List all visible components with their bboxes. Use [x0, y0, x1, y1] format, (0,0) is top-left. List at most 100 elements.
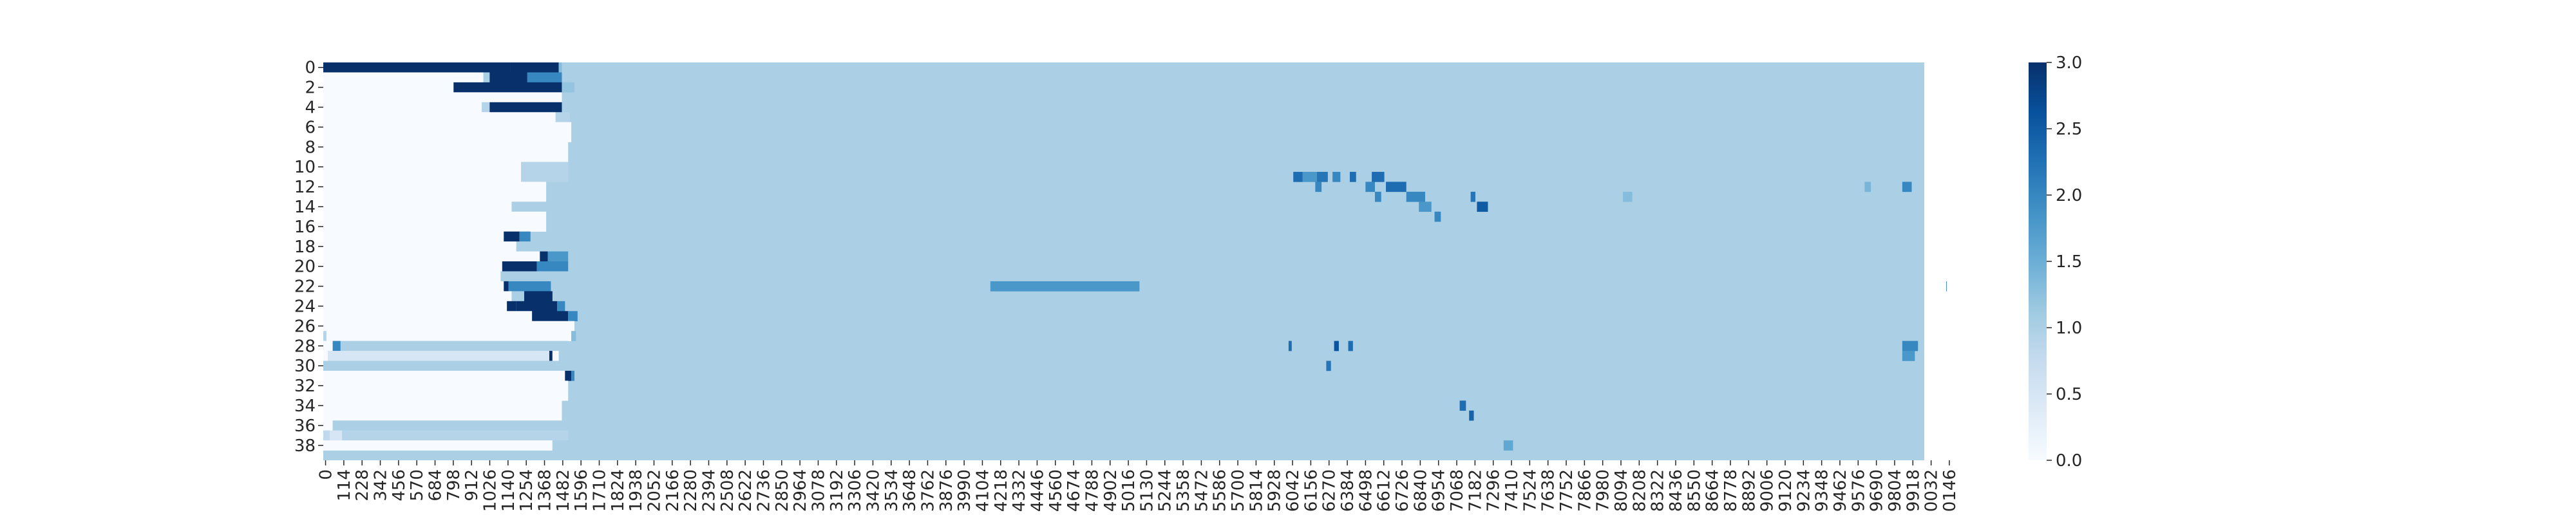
heatmap-cell [323, 241, 516, 252]
x-tick-label: 8094 [1612, 469, 1631, 512]
heatmap-cell [323, 311, 533, 321]
heatmap-cell [504, 281, 509, 292]
x-tick-label: 912 [462, 469, 482, 501]
x-tick-label: 2850 [773, 469, 792, 512]
heatmap-cell [323, 112, 556, 122]
x-tick-label: 8778 [1721, 469, 1741, 512]
heatmap-cell [1434, 211, 1441, 222]
x-tick-label: 1596 [572, 469, 591, 512]
heatmap-cell [1623, 191, 1633, 202]
heatmap-cell [1946, 281, 1947, 292]
x-tick-label: 228 [353, 469, 372, 501]
x-tick-label: 1482 [554, 469, 573, 512]
x-tick-label: 3534 [882, 469, 902, 512]
y-tick-label: 0 [305, 59, 316, 78]
heatmap-cell [1288, 341, 1292, 351]
y-tick-label: 8 [305, 138, 316, 157]
x-tick-label: 3306 [846, 469, 865, 512]
heatmap-cell [562, 82, 574, 93]
x-tick-label: 4674 [1065, 469, 1084, 512]
x-tick-label: 8664 [1703, 469, 1723, 512]
heatmap-cell [323, 201, 512, 212]
heatmap-cell [1419, 201, 1432, 212]
heatmap-cell [323, 191, 547, 202]
heatmap-cell [1503, 440, 1513, 451]
x-tick-label: 570 [408, 469, 427, 501]
x-tick-label: 5814 [1247, 469, 1266, 512]
x-tick-label: 0 [317, 469, 336, 480]
heatmap-cell [571, 370, 574, 381]
x-tick-label: 9234 [1794, 469, 1814, 512]
x-tick-label: 9804 [1886, 469, 1905, 512]
heatmap-cell [1864, 182, 1871, 192]
heatmap-cell [323, 271, 501, 282]
heatmap-cell [483, 72, 490, 83]
heatmap-cell [453, 82, 562, 93]
x-tick-label: 6156 [1302, 469, 1321, 512]
y-tick-label: 6 [305, 118, 316, 137]
heatmap-cell [524, 291, 553, 302]
heatmap-cell [507, 301, 516, 312]
heatmap-cell [532, 311, 569, 321]
y-tick-label: 2 [305, 79, 316, 98]
x-tick-label: 6840 [1411, 469, 1430, 512]
x-tick-label: 5130 [1137, 469, 1157, 512]
x-tick-label: 9690 [1868, 469, 1887, 512]
y-tick-label: 10 [294, 158, 316, 177]
heatmap-cell [990, 281, 1140, 292]
x-tick-label: 2964 [791, 469, 810, 512]
heatmap-cell [516, 301, 558, 312]
heatmap-cell [1326, 360, 1331, 371]
heatmap-cell [1469, 410, 1474, 421]
heatmap-cell [342, 430, 569, 441]
heatmap-cell [502, 261, 537, 272]
colorbar: 0.0 0.5 1.0 1.5 2.0 2.5 3.0 [2029, 53, 2082, 471]
heatmap-cell [500, 271, 569, 282]
x-tick-label: 8550 [1685, 469, 1704, 512]
x-tick-label: 6384 [1338, 469, 1358, 512]
heatmap-cell [1902, 182, 1912, 192]
heatmap-cell [323, 251, 540, 262]
x-tick-label: 2052 [645, 469, 664, 512]
heatmap-cell [519, 231, 531, 242]
x-tick-label: 4788 [1083, 469, 1102, 512]
x-tick-label: 684 [426, 469, 446, 501]
y-tick-label: 16 [294, 218, 316, 237]
x-tick-label: 3990 [955, 469, 974, 512]
heatmap-cell [323, 231, 504, 242]
heatmap-cell [326, 331, 572, 341]
colorbar-tick-label: 2.5 [2056, 120, 2082, 139]
y-tick-label: 14 [294, 198, 316, 217]
x-tick-label: 4446 [1028, 469, 1047, 512]
x-tick-label: 342 [372, 469, 391, 501]
heatmap-cell [1386, 182, 1406, 192]
y-tick-label: 34 [294, 397, 316, 416]
x-tick-label: 7752 [1557, 469, 1577, 512]
heatmap-cell [552, 440, 569, 451]
heatmap-cell [1365, 182, 1375, 192]
x-tick-label: 7866 [1575, 469, 1595, 512]
heatmap-cell [1470, 191, 1475, 202]
heatmap-cell [340, 341, 569, 351]
heatmap-cell [1374, 191, 1381, 202]
heatmap-cell [1349, 171, 1356, 182]
x-tick-label: 3876 [937, 469, 956, 512]
colorbar-tick-label: 0.0 [2056, 451, 2082, 471]
heatmap-cell [332, 420, 569, 431]
heatmap-cell [1902, 351, 1915, 361]
x-tick-label: 1938 [627, 469, 646, 512]
y-tick-label: 12 [294, 178, 316, 197]
y-tick-label: 18 [294, 238, 316, 257]
x-tick-label: 1140 [499, 469, 518, 512]
heatmap-cell [549, 351, 553, 361]
x-axis: 0114228342456570684798912102611401254136… [317, 460, 1960, 512]
heatmap-cell [323, 122, 572, 133]
x-tick-label: 3420 [864, 469, 883, 512]
x-tick-label: 4104 [973, 469, 992, 512]
x-tick-label: 2394 [699, 469, 719, 512]
heatmap-cell [323, 360, 569, 371]
heatmap-cell [323, 420, 333, 431]
heatmap-cell [323, 301, 507, 312]
x-tick-label: 9006 [1758, 469, 1777, 512]
